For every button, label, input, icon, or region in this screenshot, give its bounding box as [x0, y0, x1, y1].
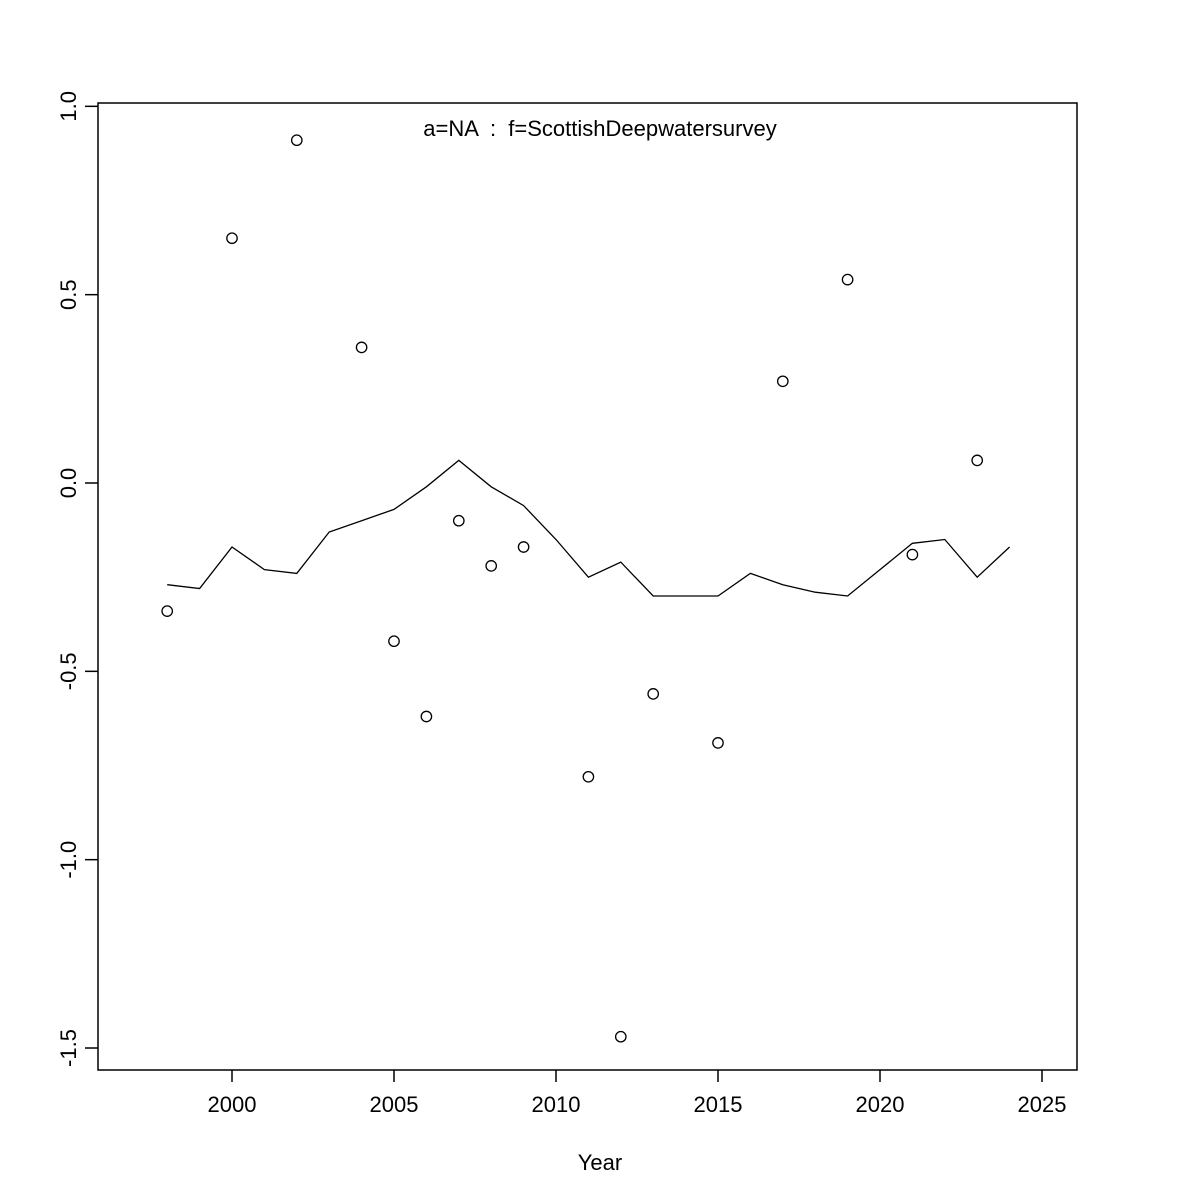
scatter-point	[517, 541, 530, 553]
scatter-point	[582, 770, 595, 783]
smoother-line	[167, 459, 1011, 597]
y-tick-label: -0.5	[56, 652, 81, 690]
scatter-point	[161, 605, 174, 617]
scatter-point	[452, 514, 465, 527]
x-axis-title: Year	[578, 1150, 622, 1175]
scatter-point	[388, 635, 400, 648]
scatter-point	[485, 560, 498, 572]
y-tick-label: -1.5	[56, 1029, 81, 1067]
scatter-point	[290, 134, 303, 147]
scatter-point	[906, 548, 919, 561]
scatter-point	[226, 232, 238, 245]
scatter-point	[614, 1030, 627, 1043]
chart-title: a=NA : f=ScottishDeepwatersurvey	[423, 116, 776, 141]
x-tick-label: 2025	[1018, 1092, 1067, 1117]
y-tick-label: 0.0	[56, 468, 81, 499]
x-tick-label: 2015	[694, 1092, 743, 1117]
x-tick-label: 2020	[856, 1092, 905, 1117]
scatter-point	[971, 454, 984, 467]
x-tick-label: 2005	[370, 1092, 419, 1117]
x-tick-label: 2010	[532, 1092, 581, 1117]
x-tick-label: 2000	[208, 1092, 257, 1117]
scatter-point	[712, 737, 724, 749]
scatter-point	[647, 688, 660, 700]
y-tick-label: -1.0	[56, 841, 81, 879]
chart-layer: 2000 2005 2010 2015 2020 2025 1.0 0.5 0.0 -0.5 -1.…	[56, 91, 1078, 1117]
scatter-point	[776, 375, 789, 388]
y-tick-label: 0.5	[56, 279, 81, 310]
y-tick-label: 1.0	[56, 91, 81, 122]
scatter-point	[841, 273, 854, 286]
plot-box	[97, 102, 1078, 1071]
scatter-point	[355, 341, 368, 354]
scatter-point	[420, 710, 433, 723]
